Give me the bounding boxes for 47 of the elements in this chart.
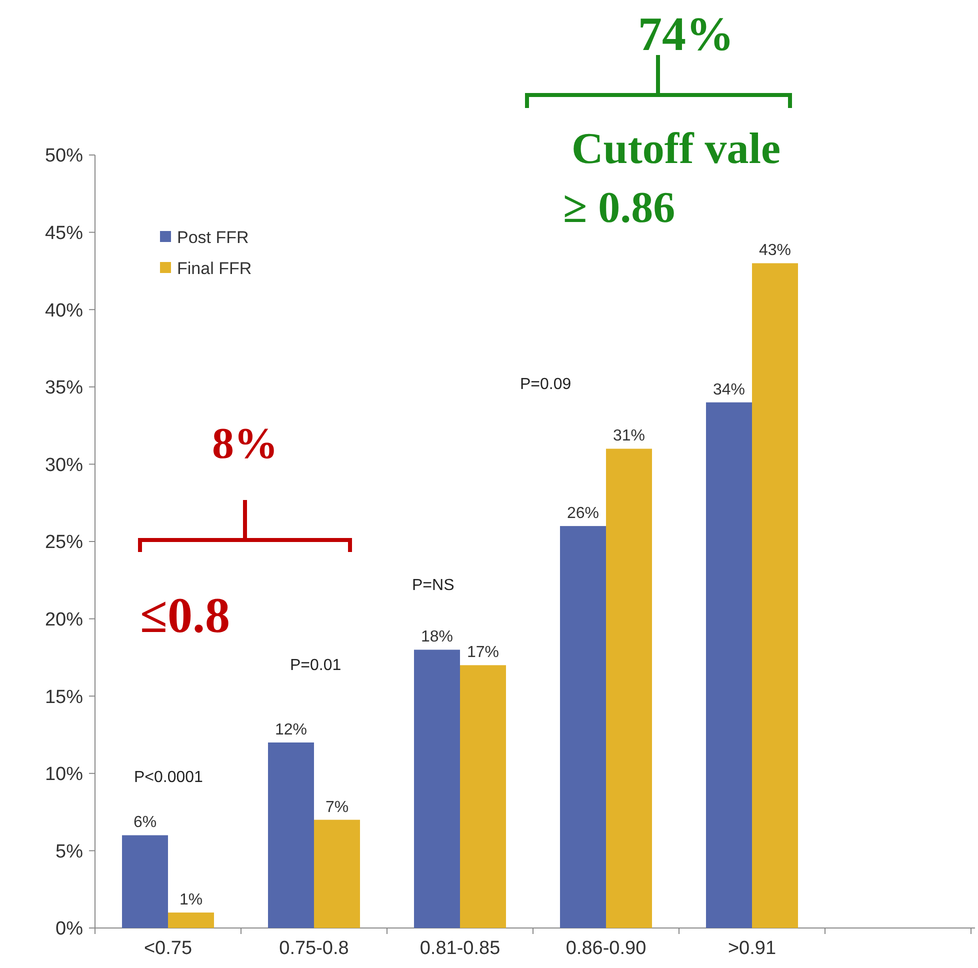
legend-label: Final FFR bbox=[177, 258, 252, 278]
annotation: ≥ 0.86 bbox=[563, 183, 676, 232]
y-tick-label: 30% bbox=[44, 454, 84, 476]
bar bbox=[752, 263, 798, 928]
annotation: P<0.0001 bbox=[134, 769, 204, 786]
x-tick-label: <0.75 bbox=[144, 938, 192, 959]
bar bbox=[706, 402, 752, 928]
data-label: 31% bbox=[612, 428, 646, 445]
bar bbox=[606, 448, 652, 928]
y-tick-label: 20% bbox=[44, 609, 84, 630]
data-label: 43% bbox=[758, 242, 792, 260]
annotation: P=0.09 bbox=[520, 376, 572, 393]
y-tick-label: 10% bbox=[44, 764, 84, 786]
data-label: 26% bbox=[566, 505, 600, 522]
y-tick-label: 45% bbox=[44, 222, 84, 244]
bar bbox=[560, 526, 606, 928]
x-tick-label: >0.91 bbox=[728, 938, 776, 959]
data-label: 17% bbox=[466, 644, 500, 662]
x-tick-label: 0.86-0.90 bbox=[566, 938, 646, 959]
text: 74% bbox=[638, 8, 734, 61]
bar bbox=[460, 665, 506, 928]
annotation: Cutoff vale bbox=[572, 124, 780, 173]
bar bbox=[268, 742, 314, 928]
annotation: 8% bbox=[212, 419, 278, 468]
data-label: 12% bbox=[274, 721, 308, 738]
y-tick-label: 50% bbox=[44, 146, 84, 167]
data-label: 6% bbox=[133, 814, 157, 832]
legend-label: Post FFR bbox=[177, 228, 249, 247]
bar bbox=[122, 835, 168, 928]
data-label: 7% bbox=[325, 798, 349, 816]
annotation: P=NS bbox=[412, 577, 454, 594]
y-tick-label: 35% bbox=[44, 378, 84, 399]
y-tick-label: 25% bbox=[44, 532, 84, 554]
y-tick-label: 40% bbox=[44, 300, 84, 322]
x-tick-label: 0.75-0.8 bbox=[279, 938, 349, 959]
y-tick-label: 0% bbox=[56, 918, 84, 940]
bar bbox=[168, 912, 214, 928]
bar bbox=[314, 820, 360, 928]
data-label: 1% bbox=[179, 892, 203, 909]
y-tick-label: 5% bbox=[56, 841, 84, 862]
data-label: 34% bbox=[712, 381, 746, 398]
annotation: P=0.01 bbox=[290, 657, 342, 674]
annotation: ≤0.8 bbox=[140, 587, 230, 643]
y-tick-label: 15% bbox=[44, 686, 84, 708]
data-label: 18% bbox=[420, 628, 454, 646]
x-tick-label: 0.81-0.85 bbox=[420, 938, 500, 959]
bar bbox=[414, 650, 460, 928]
